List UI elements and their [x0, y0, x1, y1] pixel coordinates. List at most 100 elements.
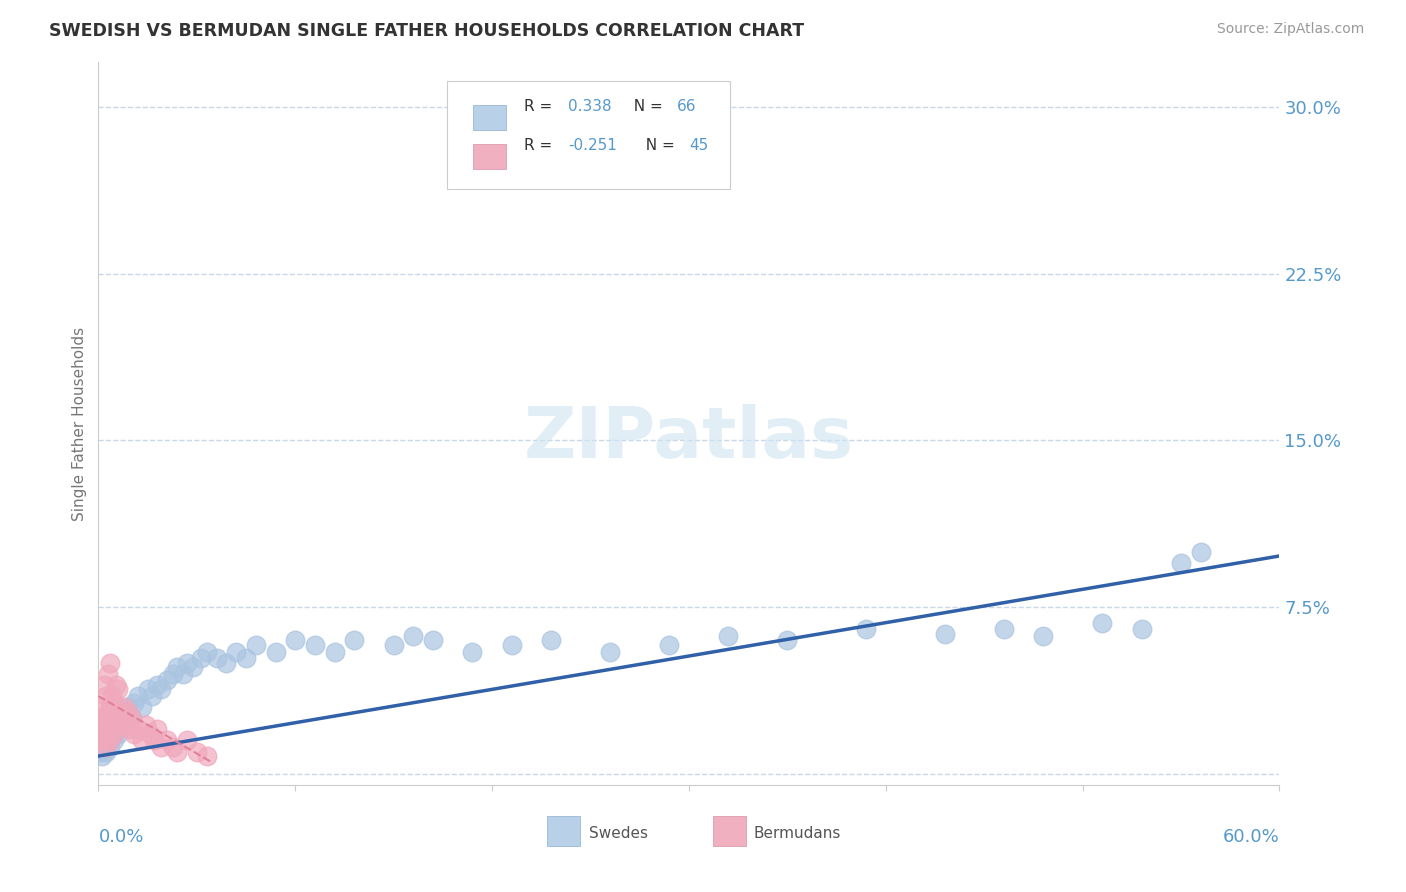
Point [97, 718, 120, 732]
Point [422, 633, 444, 648]
Point [93, 678, 115, 692]
Point [176, 733, 198, 747]
Point [121, 711, 143, 725]
Point [284, 633, 307, 648]
Point [97, 727, 120, 741]
Y-axis label: Single Father Households: Single Father Households [72, 326, 87, 521]
Point [599, 644, 621, 658]
Text: N =: N = [636, 137, 679, 153]
Point [402, 629, 425, 643]
Point [96, 689, 118, 703]
Text: Swedes: Swedes [589, 826, 648, 840]
Point [186, 745, 208, 759]
Point [111, 718, 134, 732]
Point [118, 723, 141, 737]
Point [107, 682, 129, 697]
Point [108, 723, 131, 737]
Point [235, 651, 257, 665]
Point [304, 638, 326, 652]
Point [115, 718, 138, 732]
Text: SWEDISH VS BERMUDAN SINGLE FATHER HOUSEHOLDS CORRELATION CHART: SWEDISH VS BERMUDAN SINGLE FATHER HOUSEH… [49, 22, 804, 40]
Point [150, 740, 173, 755]
Text: Source: ZipAtlas.com: Source: ZipAtlas.com [1216, 22, 1364, 37]
Point [112, 700, 135, 714]
Point [162, 666, 184, 681]
FancyBboxPatch shape [472, 105, 506, 129]
Point [107, 711, 129, 725]
Point [156, 673, 179, 688]
Point [166, 745, 188, 759]
Point [540, 633, 562, 648]
Point [776, 633, 799, 648]
Point [1091, 615, 1114, 630]
FancyBboxPatch shape [713, 816, 745, 847]
Point [96, 718, 118, 732]
Point [91, 733, 114, 747]
Point [166, 660, 188, 674]
Point [245, 638, 267, 652]
Point [93, 723, 115, 737]
Point [138, 727, 160, 741]
Point [181, 660, 204, 674]
Point [146, 678, 169, 692]
Point [89, 711, 111, 725]
Point [121, 711, 143, 725]
Point [101, 711, 124, 725]
Point [142, 733, 165, 747]
Point [96, 727, 118, 741]
Point [141, 689, 163, 703]
Point [103, 696, 125, 710]
Point [136, 682, 159, 697]
Point [91, 749, 114, 764]
Point [122, 696, 145, 710]
Point [107, 727, 129, 741]
Point [89, 733, 111, 747]
Point [97, 733, 120, 747]
Point [112, 711, 135, 725]
Point [855, 623, 877, 637]
Point [107, 718, 129, 732]
Point [501, 638, 523, 652]
Point [105, 723, 128, 737]
Point [658, 638, 681, 652]
Point [98, 656, 121, 670]
Point [98, 733, 121, 747]
Text: ZIPatlas: ZIPatlas [524, 404, 853, 473]
Point [264, 644, 287, 658]
Point [93, 740, 115, 755]
Point [146, 723, 169, 737]
FancyBboxPatch shape [547, 816, 581, 847]
Point [96, 745, 118, 759]
Text: R =: R = [523, 99, 557, 114]
Point [343, 633, 366, 648]
Point [117, 705, 139, 719]
Point [993, 623, 1015, 637]
Point [195, 644, 218, 658]
Point [1189, 544, 1212, 558]
Point [323, 644, 346, 658]
Point [195, 749, 218, 764]
Point [461, 644, 484, 658]
Point [101, 723, 124, 737]
Point [108, 705, 131, 719]
Point [103, 727, 125, 741]
Point [127, 689, 149, 703]
Point [89, 745, 111, 759]
Point [117, 700, 139, 714]
Point [1032, 629, 1054, 643]
Point [1130, 623, 1153, 637]
Text: 45: 45 [689, 137, 709, 153]
Text: 66: 66 [678, 99, 696, 114]
Point [150, 682, 173, 697]
Text: R =: R = [523, 137, 557, 153]
Point [215, 656, 238, 670]
Point [98, 723, 121, 737]
Point [717, 629, 740, 643]
Point [115, 705, 138, 719]
Point [97, 666, 120, 681]
Point [172, 666, 194, 681]
Point [382, 638, 405, 652]
Point [93, 711, 115, 725]
Point [135, 718, 157, 732]
FancyBboxPatch shape [472, 145, 506, 169]
